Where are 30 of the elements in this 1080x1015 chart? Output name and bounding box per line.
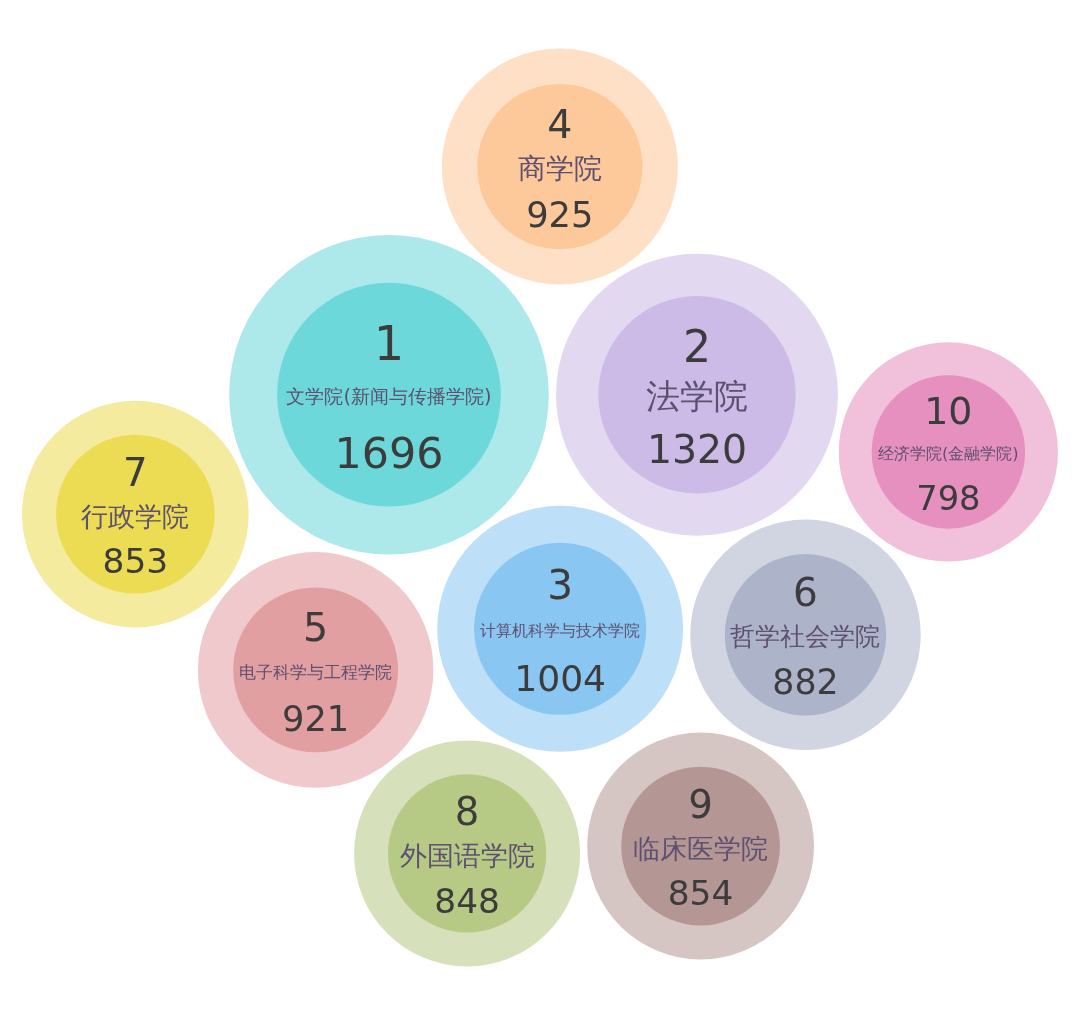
data-label: 854	[667, 873, 734, 914]
text: 1	[373, 314, 405, 371]
category-label: 行政学院	[81, 500, 190, 532]
data-label: 925	[526, 194, 594, 236]
category-label: 临床医学院	[633, 832, 769, 864]
text: 6	[793, 569, 818, 615]
category-label: 哲学社会学院	[730, 622, 881, 652]
category-label: 电子科学与工程学院	[239, 661, 393, 682]
category-label: 文学院(新闻与传播学院)	[286, 385, 492, 409]
data-label: 853	[102, 541, 169, 582]
data-label: 1696	[334, 428, 444, 479]
text: 9	[688, 781, 713, 827]
data-label: 882	[772, 662, 839, 703]
category-label: 外国语学院	[399, 839, 535, 871]
text: 4	[547, 100, 573, 147]
text: 5	[303, 603, 329, 650]
text: 7	[123, 449, 148, 495]
category-label: 商学院	[517, 152, 602, 186]
category-label: 经济学院(金融学院)	[877, 444, 1019, 464]
text: 3	[547, 560, 574, 609]
category-label: 计算机科学与技术学院	[480, 621, 641, 641]
category-label: 法学院	[646, 377, 748, 417]
text: 10	[924, 388, 973, 433]
text: 8	[454, 789, 480, 835]
text: 2	[682, 321, 712, 373]
data-label: 1320	[646, 425, 748, 472]
data-label: 921	[282, 697, 350, 739]
data-label: 848	[434, 880, 500, 921]
data-label: 798	[916, 478, 981, 518]
data-label: 1004	[514, 656, 607, 700]
